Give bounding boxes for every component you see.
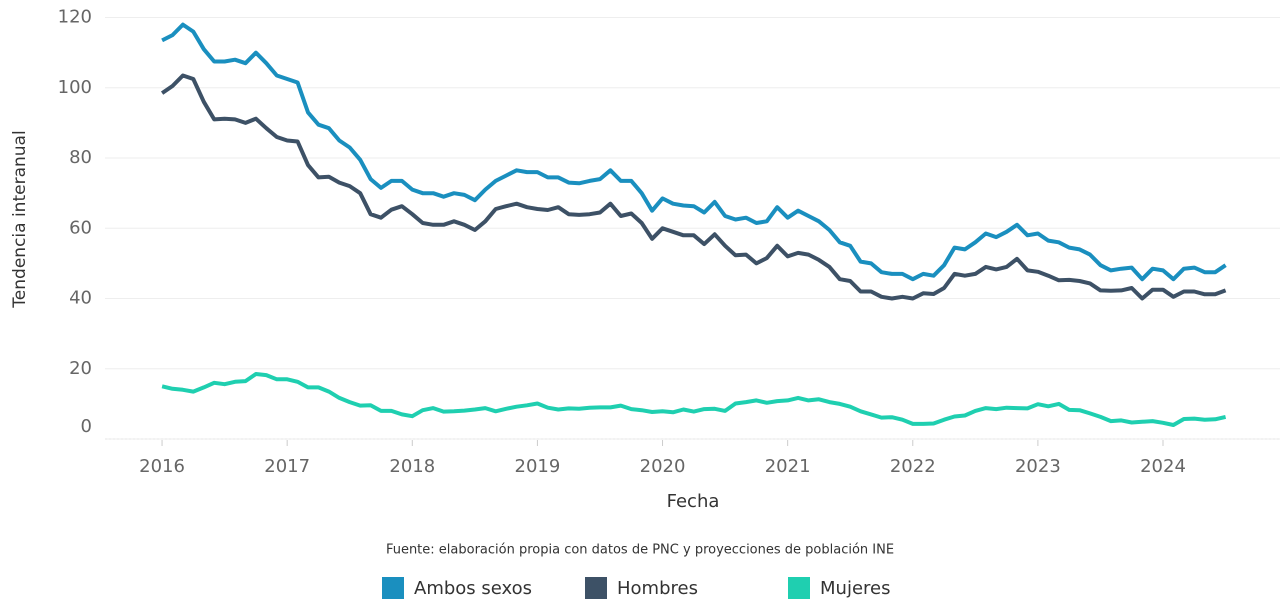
legend-swatch bbox=[585, 577, 607, 599]
y-tick-label: 0 bbox=[81, 416, 92, 437]
legend-label: Mujeres bbox=[820, 578, 890, 599]
x-tick-label: 2018 bbox=[389, 456, 435, 477]
x-tick-label: 2019 bbox=[515, 456, 561, 477]
line bbox=[160, 73, 1227, 301]
x-tick-label: 2023 bbox=[1015, 456, 1061, 477]
y-tick-label: 60 bbox=[69, 217, 92, 238]
y-tick-label: 100 bbox=[58, 77, 92, 98]
x-tick-label: 2024 bbox=[1140, 456, 1186, 477]
x-tick-label: 2022 bbox=[890, 456, 936, 477]
legend-swatch bbox=[382, 577, 404, 599]
x-axis-label: Fecha bbox=[667, 491, 720, 512]
caption: Fuente: elaboración propia con datos de … bbox=[386, 543, 894, 558]
x-tick-label: 2016 bbox=[139, 456, 185, 477]
line bbox=[161, 22, 1227, 282]
y-axis-label: Tendencia interanual bbox=[10, 130, 30, 308]
y-tick-label: 40 bbox=[69, 288, 92, 309]
y-tick-label: 80 bbox=[69, 147, 92, 168]
line bbox=[161, 372, 1227, 427]
legend-swatch bbox=[788, 577, 810, 599]
x-tick-label: 2017 bbox=[264, 456, 310, 477]
x-tick-label: 2021 bbox=[765, 456, 811, 477]
y-tick-label: 20 bbox=[69, 358, 92, 379]
y-tick-label: 120 bbox=[58, 7, 92, 28]
x-tick-label: 2020 bbox=[640, 456, 686, 477]
legend-label: Ambos sexos bbox=[414, 578, 532, 599]
legend-label: Hombres bbox=[617, 578, 698, 599]
